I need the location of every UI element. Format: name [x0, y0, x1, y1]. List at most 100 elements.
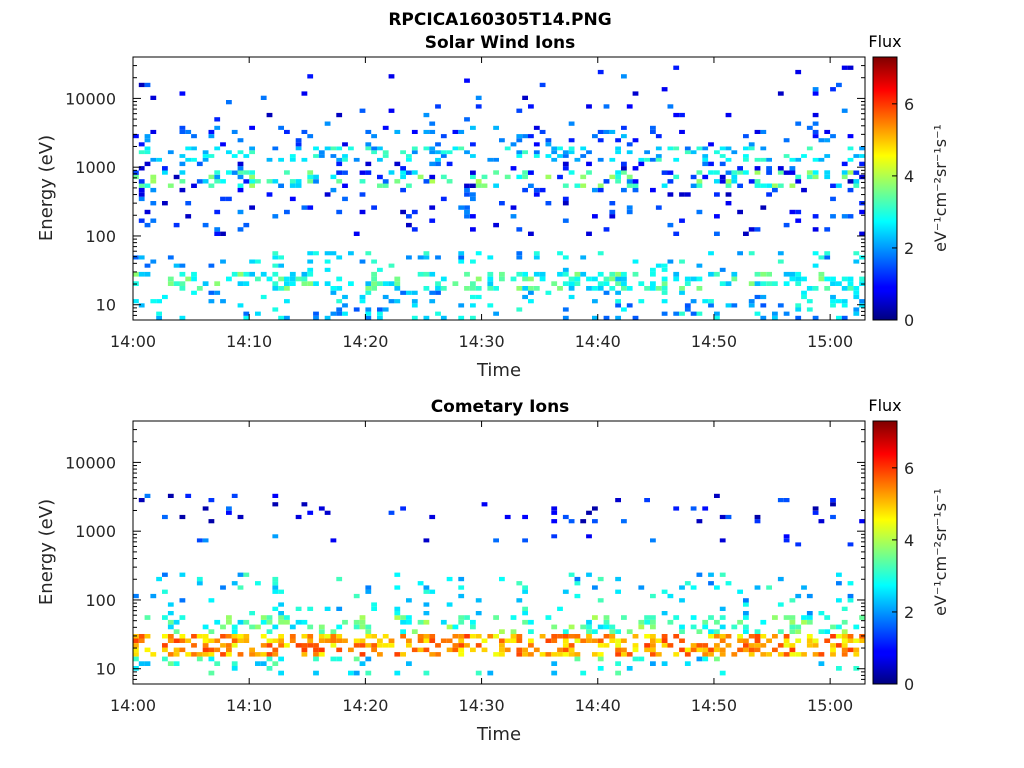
spectrogram-cell	[783, 138, 790, 143]
spectrogram-cell	[226, 615, 232, 620]
spectrogram-cell	[435, 150, 441, 155]
spectrogram-cell	[411, 315, 418, 320]
spectrogram-cell	[830, 498, 836, 503]
spectrogram-cell	[202, 647, 209, 653]
spectrogram-cell	[318, 150, 325, 155]
spectrogram-cell	[603, 615, 610, 620]
spectrogram-cell	[272, 624, 279, 630]
spectrogram-cell	[464, 271, 470, 277]
spectrogram-cell	[766, 271, 772, 277]
spectrogram-cell	[795, 652, 802, 657]
spectrogram-cell	[824, 227, 831, 232]
spectrogram-cell	[760, 619, 767, 625]
spectrogram-cell	[801, 187, 807, 193]
spectrogram-cell	[214, 661, 221, 666]
spectrogram-cell	[615, 179, 621, 184]
spectrogram-cell	[237, 634, 244, 639]
spectrogram-cell	[336, 576, 343, 582]
spectrogram-cells	[133, 493, 865, 676]
spectrogram-cell	[452, 647, 459, 653]
spectrogram-cell	[841, 629, 848, 634]
spectrogram-cell	[423, 647, 430, 653]
y-tick-label: 10	[96, 296, 116, 315]
spectrogram-cell	[795, 218, 802, 223]
spectrogram-cell	[133, 652, 139, 657]
spectrogram-cell	[574, 276, 581, 282]
spectrogram-cell	[626, 303, 633, 308]
spectrogram-cell	[179, 647, 186, 653]
spectrogram-cell	[371, 602, 377, 607]
spectrogram-cell	[818, 255, 825, 260]
spectrogram-cell	[539, 129, 546, 134]
spectrogram-cell	[226, 100, 232, 105]
spectrogram-cell	[841, 619, 848, 625]
spectrogram-cell	[411, 129, 418, 134]
spectrogram-cell	[394, 276, 401, 282]
spectrogram-cell	[562, 267, 569, 272]
spectrogram-cell	[167, 602, 174, 607]
spectrogram-cell	[632, 643, 639, 648]
x-axis-label: Time	[476, 724, 521, 745]
spectrogram-cell	[743, 624, 749, 630]
spectrogram-cell	[562, 218, 569, 223]
spectrogram-cell	[278, 656, 284, 662]
spectrogram-cell	[289, 638, 296, 643]
spectrogram-cell	[342, 142, 348, 147]
spectrogram-cell	[824, 276, 831, 282]
spectrogram-cell	[592, 519, 598, 524]
spectrogram-cell	[318, 624, 325, 630]
spectrogram-cell	[847, 276, 854, 282]
spectrogram-cell	[522, 538, 528, 543]
spectrogram-cell	[528, 619, 534, 625]
spectrogram-cell	[406, 170, 412, 175]
spectrogram-cell	[440, 276, 447, 282]
spectrogram-cell	[818, 629, 825, 634]
spectrogram-cell	[226, 196, 232, 202]
spectrogram-cell	[249, 183, 255, 188]
spectrogram-cell	[597, 271, 604, 277]
spectrogram-cell	[196, 656, 203, 662]
spectrogram-cell	[754, 227, 761, 232]
spectrogram-cell	[551, 519, 558, 524]
spectrogram-cell	[714, 231, 720, 236]
spectrogram-cell	[516, 108, 523, 113]
spectrogram-cell	[214, 619, 221, 625]
spectrogram-cell	[737, 638, 743, 643]
spectrogram-cell	[806, 307, 813, 312]
spectrogram-cell	[847, 170, 854, 175]
spectrogram-cell	[400, 150, 406, 155]
spectrogram-cell	[255, 652, 261, 657]
spectrogram-cell	[191, 183, 197, 188]
spectrogram-cell	[621, 134, 627, 139]
spectrogram-cell	[458, 259, 465, 264]
spectrogram-cell	[406, 222, 412, 228]
spectrogram-cell	[818, 611, 825, 616]
spectrogram-cell	[173, 638, 180, 643]
spectrogram-cell	[365, 629, 372, 634]
spectrogram-cell	[557, 286, 563, 291]
spectrogram-cell	[696, 183, 703, 188]
y-tick-label: 10	[96, 660, 116, 679]
spectrogram-cell	[789, 615, 796, 620]
spectrogram-cell	[783, 538, 790, 543]
spectrogram-cell	[150, 179, 157, 184]
spectrogram-cell	[423, 634, 430, 639]
spectrogram-cell	[806, 593, 813, 599]
spectrogram-cell	[336, 634, 343, 639]
spectrogram-cell	[522, 619, 528, 625]
spectrogram-cell	[510, 638, 517, 643]
spectrogram-cell	[231, 643, 238, 648]
spectrogram-cell	[818, 661, 825, 666]
spectrogram-cell	[353, 593, 360, 599]
spectrogram-cell	[574, 271, 581, 277]
spectrogram-cell	[470, 259, 476, 264]
spectrogram-cell	[772, 615, 778, 620]
spectrogram-cell	[202, 538, 209, 543]
spectrogram-cell	[853, 624, 860, 630]
spectrogram-cell	[191, 134, 197, 139]
spectrogram-cell	[516, 307, 523, 312]
y-axis-label: Energy (eV)	[36, 499, 57, 605]
spectrogram-cell	[702, 624, 709, 630]
spectrogram-cell	[766, 183, 772, 188]
spectrogram-cell	[458, 315, 465, 320]
